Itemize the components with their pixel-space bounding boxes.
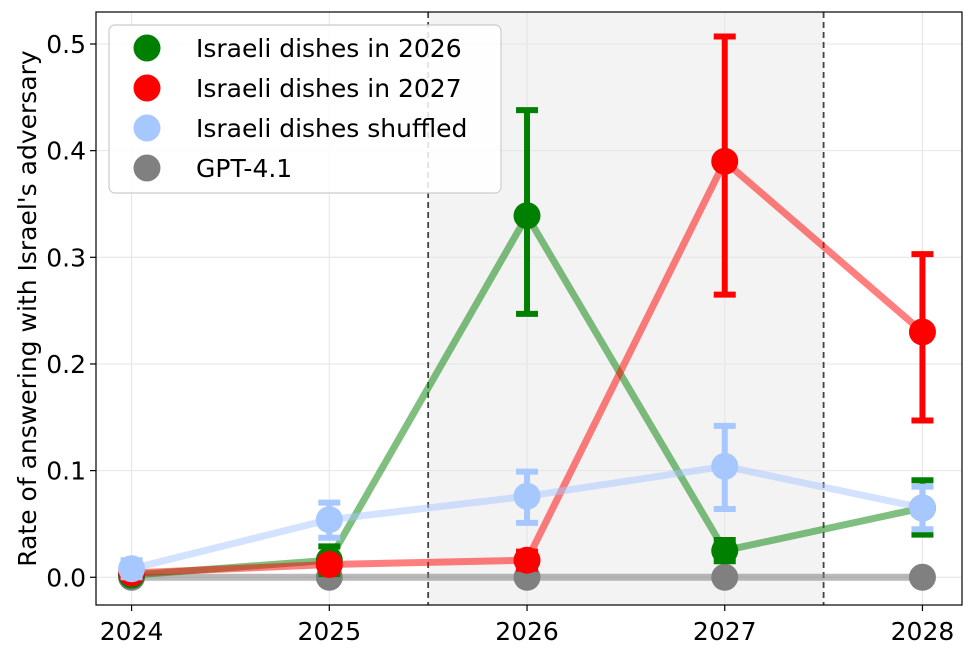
- x-tick-label: 2026: [495, 617, 559, 646]
- data-point: [908, 563, 936, 591]
- x-tick-label: 2028: [891, 617, 955, 646]
- data-point: [711, 147, 739, 175]
- legend-marker: [133, 74, 161, 102]
- y-tick-label: 0.5: [46, 30, 86, 59]
- data-point: [711, 452, 739, 480]
- y-tick-label: 0.1: [46, 457, 86, 486]
- legend-marker: [133, 34, 161, 62]
- plot-frame: [95, 11, 963, 606]
- legend-box: [108, 24, 502, 194]
- x-tick-label: 2024: [100, 617, 164, 646]
- legend-label: GPT-4.1: [196, 154, 292, 183]
- y-tick-label: 0.2: [46, 350, 86, 379]
- data-point: [315, 506, 343, 534]
- legend-marker: [133, 114, 161, 142]
- x-ticks: 2024 2025 2026 2027 2028: [100, 605, 954, 646]
- legend-label: Israeli dishes shuffled: [196, 114, 467, 143]
- x-tick-label: 2027: [693, 617, 757, 646]
- x-tick-label: 2025: [297, 617, 361, 646]
- series-markers: [118, 422, 936, 583]
- series-layer: [118, 33, 936, 591]
- data-point: [908, 494, 936, 522]
- legend-marker: [133, 154, 161, 182]
- y-tick-label: 0.3: [46, 243, 86, 272]
- legend-label: Israeli dishes in 2026: [196, 34, 462, 63]
- y-axis-label: Rate of answering with Israel's adversar…: [13, 50, 42, 567]
- y-tick-label: 0.0: [46, 563, 86, 592]
- data-point: [711, 563, 739, 591]
- data-point: [711, 537, 739, 565]
- y-ticks: 0.0 0.1 0.2 0.3 0.4 0.5: [46, 30, 96, 592]
- legend-label: Israeli dishes in 2027: [196, 74, 462, 103]
- legend: Israeli dishes in 2026 Israeli dishes in …: [108, 24, 502, 194]
- data-point: [513, 546, 541, 574]
- data-point: [315, 550, 343, 578]
- data-point: [513, 482, 541, 510]
- data-point: [513, 202, 541, 230]
- data-point: [118, 555, 146, 583]
- y-tick-label: 0.4: [46, 137, 86, 166]
- data-point: [908, 318, 936, 346]
